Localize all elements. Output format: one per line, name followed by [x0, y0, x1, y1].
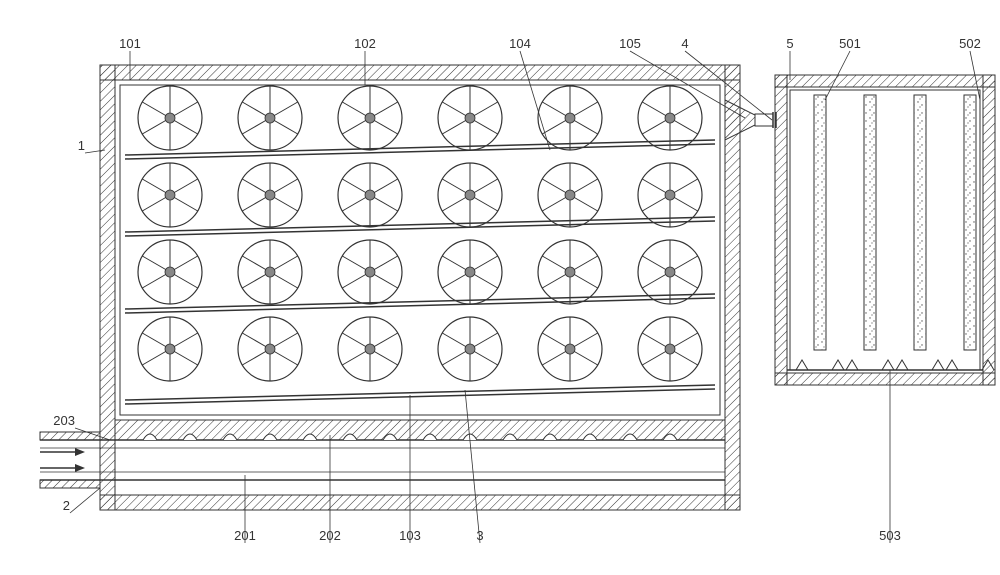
svg-text:501: 501 [839, 36, 861, 51]
svg-text:102: 102 [354, 36, 376, 51]
secondary-chamber [775, 75, 995, 385]
svg-text:104: 104 [509, 36, 531, 51]
svg-text:4: 4 [681, 36, 688, 51]
svg-text:502: 502 [959, 36, 981, 51]
svg-text:5: 5 [786, 36, 793, 51]
main-chamber [40, 65, 776, 510]
svg-text:203: 203 [53, 413, 75, 428]
svg-text:1: 1 [78, 138, 85, 153]
svg-text:2: 2 [63, 498, 70, 513]
technical-diagram: 10110210410545501502120322012021033503 [20, 20, 1000, 555]
labels: 10110210410545501502120322012021033503 [53, 36, 981, 543]
svg-text:101: 101 [119, 36, 141, 51]
svg-text:105: 105 [619, 36, 641, 51]
